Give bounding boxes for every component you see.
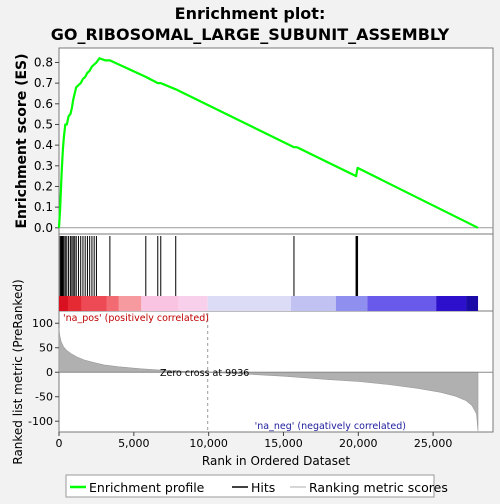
zero-cross-label: Zero cross at 9936 <box>160 368 249 379</box>
rank-bar-segment <box>436 296 467 311</box>
rank-bar-segment <box>335 296 368 311</box>
es-ytick-label: 0.8 <box>34 55 53 69</box>
metric-xtick-label: 25,000 <box>414 437 453 450</box>
rank-bar-segment <box>67 296 82 311</box>
legend-item-enrichment: Enrichment profile <box>89 480 205 495</box>
metric-xtick-label: 5,000 <box>118 437 150 450</box>
rank-bar-segment <box>106 296 119 311</box>
rank-bar-segment <box>178 296 208 311</box>
legend-item-metric: Ranking metric scores <box>309 480 448 495</box>
metric-xtick-label: 10,000 <box>189 437 228 450</box>
es-ytick-label: 0.5 <box>34 117 53 131</box>
metric-ytick-label: 100 <box>32 317 53 330</box>
metric-xtick-label: 20,000 <box>339 437 378 450</box>
neg-label: 'na_neg' (negatively correlated) <box>255 421 406 432</box>
es-ytick-label: 0.0 <box>34 221 53 235</box>
pos-label: 'na_pos' (positively correlated) <box>63 313 209 324</box>
es-ytick-label: 0.1 <box>34 200 53 214</box>
es-ytick-label: 0.3 <box>34 159 53 173</box>
es-axis-title: Enrichment score (ES) <box>14 53 30 228</box>
metric-ytick-label: -50 <box>35 391 53 404</box>
es-ytick-label: 0.7 <box>34 76 53 90</box>
rank-bar-segment <box>118 296 142 311</box>
es-ytick-label: 0.2 <box>34 179 53 193</box>
rank-bar-segment <box>367 296 437 311</box>
legend-box <box>65 474 435 498</box>
metric-ytick-label: -100 <box>28 415 53 428</box>
rank-bar-segment <box>59 296 68 311</box>
metric-axis-title: Ranked list metric (PreRanked) <box>11 279 25 464</box>
metric-ytick-label: 0 <box>46 366 53 379</box>
metric-xtick-label: 0 <box>56 437 63 450</box>
rank-bar-segment <box>290 296 336 311</box>
rank-bar-segment <box>207 296 291 311</box>
rank-bar-segment <box>141 296 179 311</box>
es-panel <box>58 47 494 235</box>
rank-bar-segment <box>466 296 479 311</box>
metric-xtick-label: 15,000 <box>264 437 303 450</box>
legend-item-hits: Hits <box>251 480 275 495</box>
es-ytick-label: 0.4 <box>34 138 53 152</box>
chart-title-line2: GO_RIBOSOMAL_LARGE_SUBUNIT_ASSEMBLY <box>51 25 450 44</box>
chart-title-line1: Enrichment plot: <box>175 4 326 23</box>
rank-bar-segment <box>81 296 107 311</box>
es-ytick-label: 0.6 <box>34 97 53 111</box>
metric-ytick-label: 50 <box>39 342 53 355</box>
enrichment-profile-line <box>57 57 479 229</box>
x-axis-title: Rank in Ordered Dataset <box>202 454 350 468</box>
